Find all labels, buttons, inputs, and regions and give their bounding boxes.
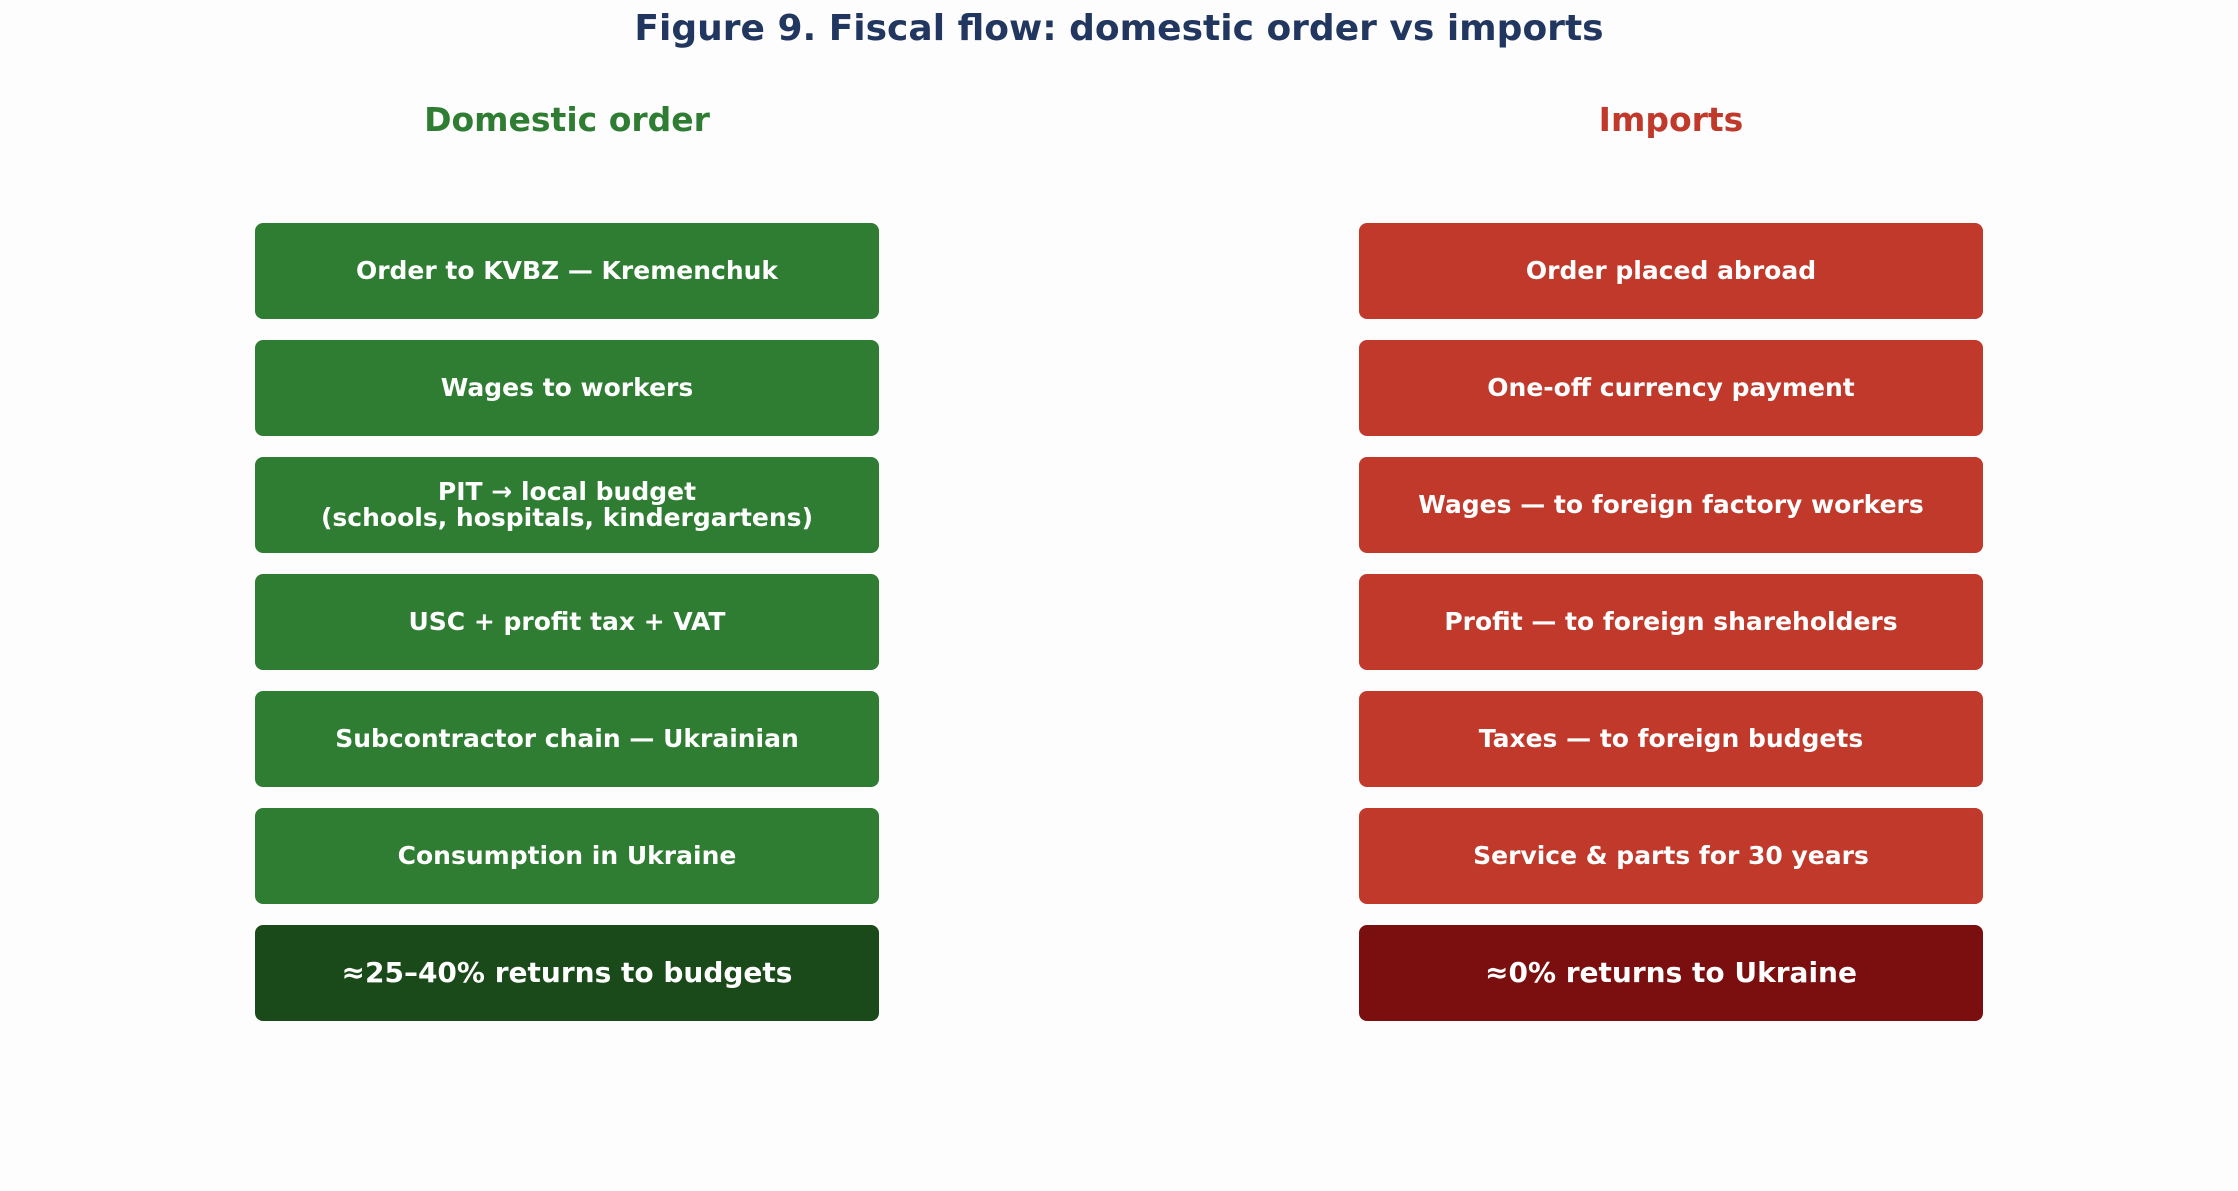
flow-box: Order placed abroad: [1359, 223, 1983, 319]
flow-box: Wages — to foreign factory workers: [1359, 457, 1983, 553]
flow-box: Subcontractor chain — Ukrainian: [255, 691, 879, 787]
figure-title: Figure 9. Fiscal flow: domestic order vs…: [634, 8, 1604, 49]
flow-box: Service & parts for 30 years: [1359, 808, 1983, 904]
flow-box: Taxes — to foreign budgets: [1359, 691, 1983, 787]
flow-box: Order to KVBZ — Kremenchuk: [255, 223, 879, 319]
flow-box: ≈0% returns to Ukraine: [1359, 925, 1983, 1021]
flow-box: ≈25–40% returns to budgets: [255, 925, 879, 1021]
flow-box: USC + profit tax + VAT: [255, 574, 879, 670]
flow-box: Wages to workers: [255, 340, 879, 436]
flow-box: Profit — to foreign shareholders: [1359, 574, 1983, 670]
column-header: Domestic order: [424, 100, 710, 139]
column-header: Imports: [1598, 100, 1744, 139]
flow-box: PIT → local budget (schools, hospitals, …: [255, 457, 879, 553]
flow-box: Consumption in Ukraine: [255, 808, 879, 904]
flow-box: One-off currency payment: [1359, 340, 1983, 436]
